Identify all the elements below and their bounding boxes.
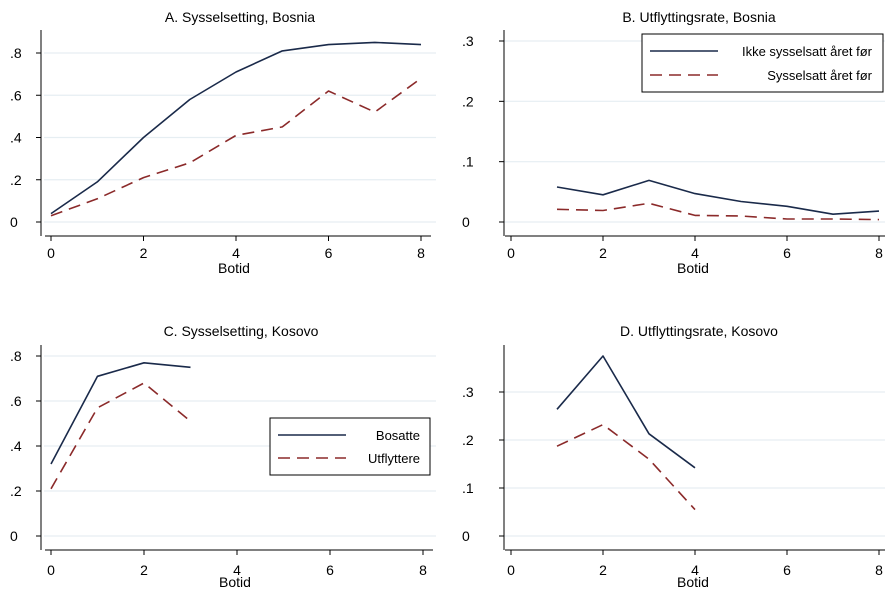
x-axis-label: Botid <box>218 260 250 276</box>
chart-title: D. Utflyttingsrate, Kosovo <box>620 323 778 339</box>
x-tick-label: 6 <box>783 562 791 578</box>
series-line-2 <box>556 202 880 221</box>
y-tick-label: .2 <box>10 483 22 499</box>
legend-label: Ikke sysselsatt året før <box>742 44 873 59</box>
legend-label: Bosatte <box>376 428 420 443</box>
x-tick-label: 0 <box>507 562 515 578</box>
chart-title: C. Sysselsetting, Kosovo <box>164 323 319 339</box>
series-line-2 <box>556 423 696 511</box>
y-tick-label: .4 <box>10 130 22 146</box>
x-tick-label: 6 <box>326 562 334 578</box>
y-tick-label: .2 <box>462 432 474 448</box>
legend-box <box>269 417 431 476</box>
y-tick-label: 0 <box>10 214 18 230</box>
chart-panel-3: C. Sysselsetting, Kosovo 0 .2 .4 .6 .8 0 2 4 6 8 Bo… <box>10 323 436 590</box>
series-line-1 <box>50 41 422 215</box>
series-line-1 <box>556 355 696 469</box>
y-tick-label: 0 <box>462 528 470 544</box>
x-tick-label: 2 <box>599 562 607 578</box>
y-tick-label: .3 <box>462 384 474 400</box>
series-line-1 <box>50 361 191 465</box>
y-tick-label: .1 <box>462 154 474 170</box>
y-tick-label: 0 <box>10 528 18 544</box>
x-tick-label: 8 <box>875 562 883 578</box>
x-tick-label: 2 <box>599 245 607 261</box>
chart-panel-2: B. Utflyttingsrate, Bosnia 0 .1 .2 .3 0 2 4 6 8 Bo… <box>462 9 885 276</box>
y-tick-label: 0 <box>462 214 470 230</box>
series-line-2 <box>50 382 192 490</box>
x-axis-label: Botid <box>677 260 709 276</box>
series-line-1 <box>556 179 880 215</box>
x-axis-label: Botid <box>677 574 709 590</box>
x-tick-label: 6 <box>783 245 791 261</box>
y-tick-label: .3 <box>462 33 474 49</box>
legend: Bosatte Utflyttere <box>269 417 431 476</box>
chart-panel-1: A. Sysselsetting, Bosnia 0 .2 .4 .6 .8 0 2 4 6 8 Bo… <box>10 9 436 276</box>
chart-panel-4: D. Utflyttingsrate, Kosovo 0 .1 .2 .3 0 2 4 6 8 Bo… <box>462 323 885 590</box>
x-tick-label: 4 <box>691 245 699 261</box>
x-tick-label: 2 <box>140 562 148 578</box>
x-tick-label: 8 <box>419 562 427 578</box>
y-tick-label: .6 <box>10 87 22 103</box>
chart-title: B. Utflyttingsrate, Bosnia <box>622 9 776 25</box>
legend-label: Sysselsatt året før <box>767 68 872 83</box>
y-tick-label: .8 <box>10 348 22 364</box>
y-tick-label: .2 <box>462 93 474 109</box>
x-tick-label: 4 <box>691 562 699 578</box>
y-tick-label: .1 <box>462 480 474 496</box>
x-tick-label: 2 <box>140 245 148 261</box>
x-tick-label: 4 <box>232 245 240 261</box>
x-tick-label: 0 <box>47 562 55 578</box>
legend-box <box>641 33 884 93</box>
x-tick-label: 8 <box>417 245 425 261</box>
y-tick-label: .4 <box>10 438 22 454</box>
x-tick-label: 0 <box>507 245 515 261</box>
x-tick-label: 8 <box>875 245 883 261</box>
x-tick-label: 4 <box>233 562 241 578</box>
legend-label: Utflyttere <box>368 451 420 466</box>
x-tick-label: 0 <box>47 245 55 261</box>
legend: Ikke sysselsatt året før Sysselsatt året … <box>641 33 884 93</box>
x-tick-label: 6 <box>325 245 333 261</box>
x-axis-label: Botid <box>219 574 251 590</box>
y-tick-label: .8 <box>10 45 22 61</box>
chart-title: A. Sysselsetting, Bosnia <box>165 9 315 25</box>
series-line-2 <box>50 77 422 217</box>
y-tick-label: .6 <box>10 393 22 409</box>
y-tick-label: .2 <box>10 172 22 188</box>
